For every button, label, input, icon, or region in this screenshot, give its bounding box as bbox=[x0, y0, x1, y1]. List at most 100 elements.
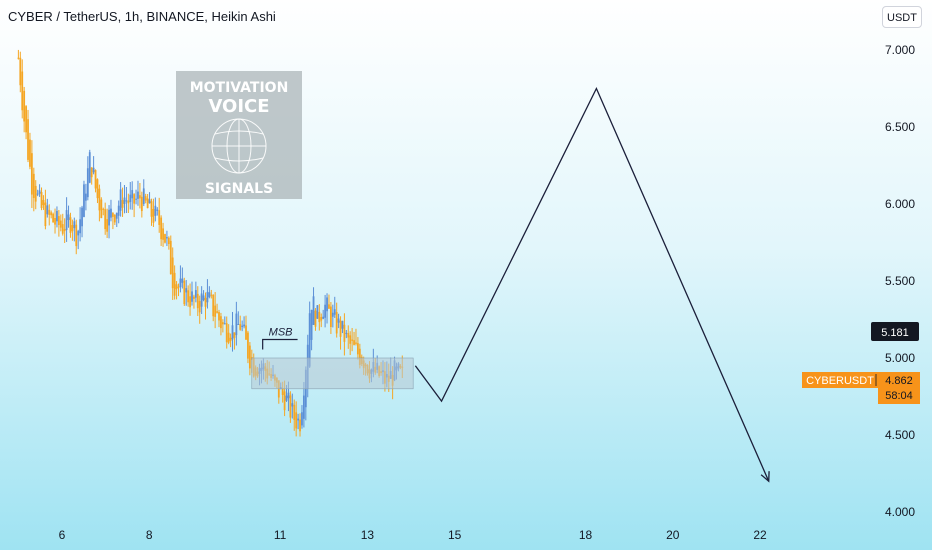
candle-body bbox=[318, 311, 321, 323]
candle-body bbox=[17, 57, 20, 59]
candle-body bbox=[310, 309, 313, 340]
candle-body bbox=[299, 419, 301, 432]
watermark: MOTIVATION VOICE SIGNALS bbox=[176, 71, 302, 199]
candle-body bbox=[173, 272, 176, 296]
candle-body bbox=[248, 345, 251, 369]
candle-body bbox=[140, 196, 143, 212]
candle-body bbox=[84, 193, 87, 201]
candle-body bbox=[243, 324, 245, 327]
candle-body bbox=[29, 139, 31, 167]
candle-body bbox=[218, 312, 220, 321]
candle-body bbox=[65, 210, 68, 231]
candle-body bbox=[135, 198, 137, 200]
candle-body bbox=[183, 280, 186, 305]
candle-body bbox=[77, 231, 80, 236]
candle-body bbox=[21, 71, 24, 111]
candle-body bbox=[71, 225, 74, 232]
candle-body bbox=[193, 296, 195, 299]
candle-body bbox=[204, 297, 207, 307]
candle-body bbox=[175, 284, 178, 290]
y-tick-label: 4.500 bbox=[885, 428, 915, 442]
bar-countdown: 58:04 bbox=[885, 390, 913, 402]
candle-body bbox=[90, 167, 93, 178]
msb-line[interactable] bbox=[262, 338, 298, 350]
demand-zone[interactable] bbox=[251, 357, 414, 390]
candle-body bbox=[167, 237, 170, 245]
projection-path[interactable] bbox=[414, 86, 770, 482]
x-tick-label: 20 bbox=[666, 528, 680, 542]
candle-body bbox=[164, 234, 166, 243]
candle-body bbox=[341, 320, 344, 329]
candle-body bbox=[110, 208, 112, 218]
candle-body bbox=[63, 228, 66, 232]
candle-body bbox=[32, 173, 35, 199]
currency-button[interactable]: USDT bbox=[882, 6, 922, 28]
candle-body bbox=[127, 200, 130, 204]
watermark-line1: MOTIVATION bbox=[190, 80, 289, 96]
y-tick-label: 6.500 bbox=[885, 120, 915, 134]
candle-body bbox=[34, 185, 37, 202]
candle-body bbox=[231, 325, 234, 340]
candle-body bbox=[102, 208, 105, 210]
y-tick-label: 7.000 bbox=[885, 43, 915, 57]
candle-body bbox=[339, 320, 342, 337]
candle-body bbox=[301, 412, 303, 426]
candle-body bbox=[38, 190, 41, 194]
candle-body bbox=[210, 294, 213, 296]
candle-body bbox=[125, 200, 128, 202]
candle-body bbox=[52, 213, 54, 223]
candle-body bbox=[162, 228, 164, 240]
chart-title: CYBER / TetherUS, 1h, BINANCE, Heikin As… bbox=[8, 9, 276, 24]
x-tick-label: 13 bbox=[361, 528, 375, 542]
candle-body bbox=[198, 301, 201, 313]
candle-body bbox=[191, 291, 193, 302]
candle-body bbox=[119, 189, 122, 211]
candle-body bbox=[148, 199, 151, 204]
candle-body bbox=[48, 209, 51, 215]
candle-body bbox=[216, 311, 218, 313]
candle-body bbox=[86, 168, 89, 198]
candle-body bbox=[154, 205, 157, 216]
candle-body bbox=[283, 391, 286, 411]
candle-body bbox=[220, 316, 222, 329]
candle-body bbox=[235, 313, 238, 336]
crosshair-price: 5.181 bbox=[881, 327, 909, 339]
price-axis[interactable]: 7.000 6.500 6.000 5.500 5.000 4.500 4.000 bbox=[885, 43, 915, 519]
candle-body bbox=[314, 310, 317, 327]
candle-body bbox=[331, 312, 334, 317]
candle-body bbox=[152, 208, 155, 223]
candle-body bbox=[194, 290, 197, 298]
candle-body bbox=[181, 278, 184, 283]
candle-body bbox=[324, 304, 327, 318]
candle-body bbox=[115, 212, 118, 219]
candle-body bbox=[166, 237, 168, 239]
candle-body bbox=[202, 295, 205, 301]
candle-body bbox=[156, 209, 159, 211]
x-tick-label: 11 bbox=[274, 528, 287, 542]
candle-body bbox=[223, 323, 226, 325]
candle-body bbox=[357, 343, 359, 355]
candle-body bbox=[326, 297, 328, 312]
candle-body bbox=[358, 348, 361, 365]
candle-body bbox=[61, 224, 64, 234]
candle-body bbox=[206, 291, 209, 303]
candle-body bbox=[185, 288, 188, 293]
candle-body bbox=[312, 296, 315, 325]
x-tick-label: 18 bbox=[579, 528, 593, 542]
candle-body bbox=[40, 192, 43, 209]
msb-label: MSB bbox=[269, 327, 293, 339]
candle-body bbox=[189, 296, 191, 308]
candle-body bbox=[171, 257, 174, 289]
candle-body bbox=[302, 395, 305, 419]
candle-body bbox=[196, 293, 199, 309]
candle-body bbox=[57, 216, 60, 226]
candle-body bbox=[42, 200, 45, 206]
candle-body bbox=[69, 217, 72, 233]
candle-body bbox=[83, 184, 85, 217]
candle-body bbox=[229, 337, 232, 342]
time-axis[interactable]: 6 8 11 13 15 18 20 22 bbox=[59, 528, 767, 542]
crosshair-price-tag: 5.181 bbox=[871, 322, 919, 341]
candle-body bbox=[237, 323, 240, 325]
candle-body bbox=[337, 318, 340, 323]
